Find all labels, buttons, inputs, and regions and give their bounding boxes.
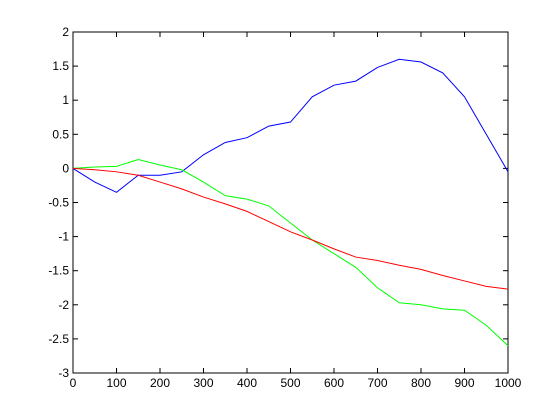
plot-area — [72, 31, 509, 374]
x-tick-label: 500 — [280, 376, 300, 390]
x-tick-label: 0 — [70, 376, 77, 390]
y-tick-label: -2 — [58, 298, 69, 312]
series-line — [72, 167, 509, 290]
x-tick-label: 1000 — [495, 376, 522, 390]
x-tick-label: 600 — [324, 376, 344, 390]
x-tick-label: 300 — [193, 376, 213, 390]
x-tick-label: 800 — [411, 376, 431, 390]
x-tick-label: 400 — [237, 376, 257, 390]
series-line — [72, 159, 509, 347]
x-tick-label: 900 — [454, 376, 474, 390]
y-tick-label: 2 — [62, 25, 69, 39]
y-tick-label: -0.5 — [48, 196, 69, 210]
y-tick-label: -1.5 — [48, 264, 69, 278]
y-tick-label: 0 — [62, 161, 69, 175]
y-tick-label: 0.5 — [52, 127, 69, 141]
y-tick-label: 1.5 — [52, 59, 69, 73]
y-tick-label: -3 — [58, 366, 69, 380]
y-tick-label: 1 — [62, 93, 69, 107]
x-tick-label: 200 — [150, 376, 170, 390]
series-line — [72, 58, 509, 193]
y-tick-label: -2.5 — [48, 332, 69, 346]
x-tick-label: 700 — [367, 376, 387, 390]
x-tick-label: 100 — [106, 376, 126, 390]
y-tick-label: -1 — [58, 230, 69, 244]
